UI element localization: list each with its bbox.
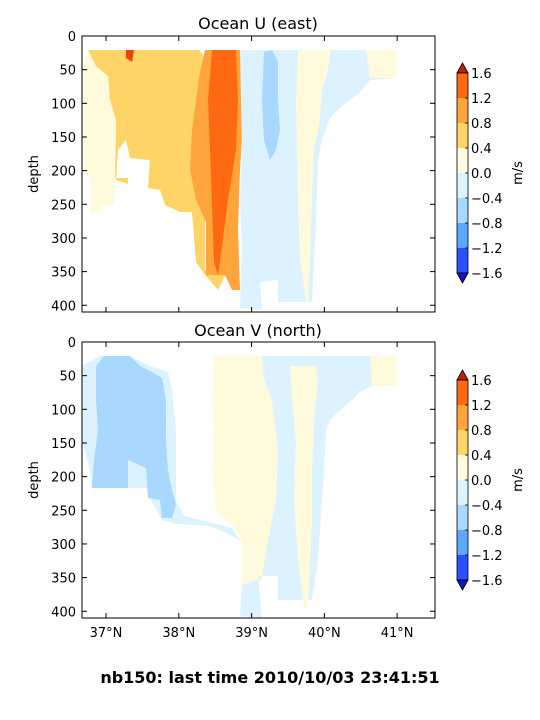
y-tick-label: 400 bbox=[51, 605, 76, 620]
colorbar-band bbox=[457, 555, 468, 580]
u-field bbox=[82, 50, 396, 310]
u-region-pale-yellow-west bbox=[82, 50, 116, 212]
u-y-ticks: 0 50 100 150 200 250 300 350 400 bbox=[51, 30, 435, 314]
v-region-pale-yellow-center bbox=[212, 356, 278, 590]
v-y-axis-label: depth bbox=[27, 461, 42, 499]
colorbar-tick-label: −0.8 bbox=[471, 524, 503, 539]
colorbar-extend-bottom bbox=[456, 579, 469, 591]
y-tick-label: 100 bbox=[51, 403, 76, 418]
x-tick-label: 40°N bbox=[308, 626, 341, 641]
colorbar-tick-label: 0.8 bbox=[471, 424, 492, 439]
y-tick-label: 150 bbox=[51, 131, 76, 146]
panel-ocean-v: Ocean V (north) 0 50 100 150 200 250 300 350 400… bbox=[27, 321, 436, 641]
y-tick-label: 300 bbox=[51, 232, 76, 247]
colorbar-band bbox=[457, 173, 468, 198]
colorbar-label: m/s bbox=[511, 161, 526, 185]
y-tick-label: 0 bbox=[68, 336, 76, 351]
y-tick-label: 50 bbox=[59, 370, 76, 385]
colorbar-tick-label: −0.4 bbox=[471, 192, 503, 207]
colorbar-top: 1.6 1.2 0.8 0.4 0.0 −0.4 −0.8 −1.2 −1.6 m/s bbox=[456, 62, 526, 284]
colorbar-tick-label: 0.0 bbox=[471, 474, 492, 489]
y-tick-label: 350 bbox=[51, 572, 76, 587]
colorbar-band bbox=[457, 530, 468, 555]
colorbar-label: m/s bbox=[511, 468, 526, 492]
footer-caption: nb150: last time 2010/10/03 23:41:51 bbox=[100, 668, 439, 687]
y-tick-label: 250 bbox=[51, 198, 76, 213]
v-y-ticks: 0 50 100 150 200 250 300 350 400 bbox=[51, 336, 435, 620]
v-region-pale-yellow-far-east bbox=[370, 356, 396, 386]
v-axes-frame bbox=[81, 341, 436, 619]
colorbar-band bbox=[457, 148, 468, 173]
x-tick-label: 37°N bbox=[90, 626, 123, 641]
u-region-spot-red bbox=[126, 50, 134, 62]
u-y-axis-label: depth bbox=[27, 155, 42, 193]
y-tick-label: 100 bbox=[51, 97, 76, 112]
y-tick-label: 0 bbox=[68, 30, 76, 45]
colorbar-band bbox=[457, 505, 468, 530]
y-tick-label: 200 bbox=[51, 165, 76, 180]
v-region-blue bbox=[92, 356, 176, 518]
x-tick-label: 41°N bbox=[381, 626, 414, 641]
x-tick-label: 39°N bbox=[235, 626, 268, 641]
colorbar-tick-label: 1.2 bbox=[471, 399, 492, 414]
y-tick-label: 350 bbox=[51, 266, 76, 281]
colorbar-tick-label: −0.8 bbox=[471, 217, 503, 232]
colorbar-band bbox=[457, 223, 468, 248]
u-region-pale-yellow-far-east bbox=[366, 50, 396, 78]
y-tick-label: 200 bbox=[51, 471, 76, 486]
colorbar-band bbox=[457, 430, 468, 455]
v-x-ticks: 37°N 38°N 39°N 40°N 41°N bbox=[90, 342, 414, 641]
colorbar-extend-top bbox=[456, 369, 469, 381]
colorbar-tick-label: 0.4 bbox=[471, 142, 492, 157]
colorbar-tick-label: −0.4 bbox=[471, 499, 503, 514]
u-region-deep-orange bbox=[208, 50, 238, 275]
panel-ocean-u: Ocean U (east) 050100150200250300350400 … bbox=[27, 14, 436, 314]
colorbar-tick-label: 1.6 bbox=[471, 67, 492, 82]
y-tick-label: 400 bbox=[51, 299, 76, 314]
colorbar-tick-label: −1.2 bbox=[471, 549, 503, 564]
y-tick-label: 50 bbox=[59, 64, 76, 79]
colorbar-band bbox=[457, 198, 468, 223]
y-tick-label: 150 bbox=[51, 437, 76, 452]
u-region-yellow-orange bbox=[88, 50, 228, 290]
colorbar-bottom: 1.6 1.2 0.8 0.4 0.0 −0.4 −0.8 −1.2 −1.6 m/s bbox=[456, 369, 526, 591]
u-x-ticks bbox=[105, 36, 398, 312]
u-region-blue-core bbox=[262, 50, 280, 160]
colorbar-tick-label: −1.2 bbox=[471, 242, 503, 257]
colorbar-band bbox=[457, 73, 468, 98]
u-axes-frame bbox=[81, 35, 436, 313]
y-tick-label: 250 bbox=[51, 504, 76, 519]
panel-title-v: Ocean V (north) bbox=[194, 321, 322, 340]
colorbar-band bbox=[457, 380, 468, 405]
colorbar-band bbox=[457, 98, 468, 123]
colorbar-tick-label: −1.6 bbox=[471, 574, 503, 589]
u-region-pale-yellow-east bbox=[296, 50, 330, 302]
colorbar-tick-label: 0.0 bbox=[471, 167, 492, 182]
colorbar-extend-top bbox=[456, 62, 469, 74]
colorbar-extend-bottom bbox=[456, 272, 469, 284]
colorbar-band bbox=[457, 405, 468, 430]
colorbar-tick-label: 0.4 bbox=[471, 449, 492, 464]
v-field bbox=[82, 356, 396, 618]
colorbar-tick-label: 0.8 bbox=[471, 117, 492, 132]
v-region-pale-yellow-east bbox=[290, 366, 318, 608]
colorbar-band bbox=[457, 123, 468, 148]
colorbar-tick-label: 1.2 bbox=[471, 92, 492, 107]
colorbar-band bbox=[457, 455, 468, 480]
x-tick-label: 38°N bbox=[162, 626, 195, 641]
v-region-light-blue-east bbox=[240, 356, 396, 618]
y-tick-label: 300 bbox=[51, 538, 76, 553]
colorbar-tick-label: 1.6 bbox=[471, 374, 492, 389]
colorbar-band bbox=[457, 480, 468, 505]
panel-title-u: Ocean U (east) bbox=[198, 14, 318, 33]
colorbar-band bbox=[457, 248, 468, 273]
colorbar-tick-label: −1.6 bbox=[471, 267, 503, 282]
